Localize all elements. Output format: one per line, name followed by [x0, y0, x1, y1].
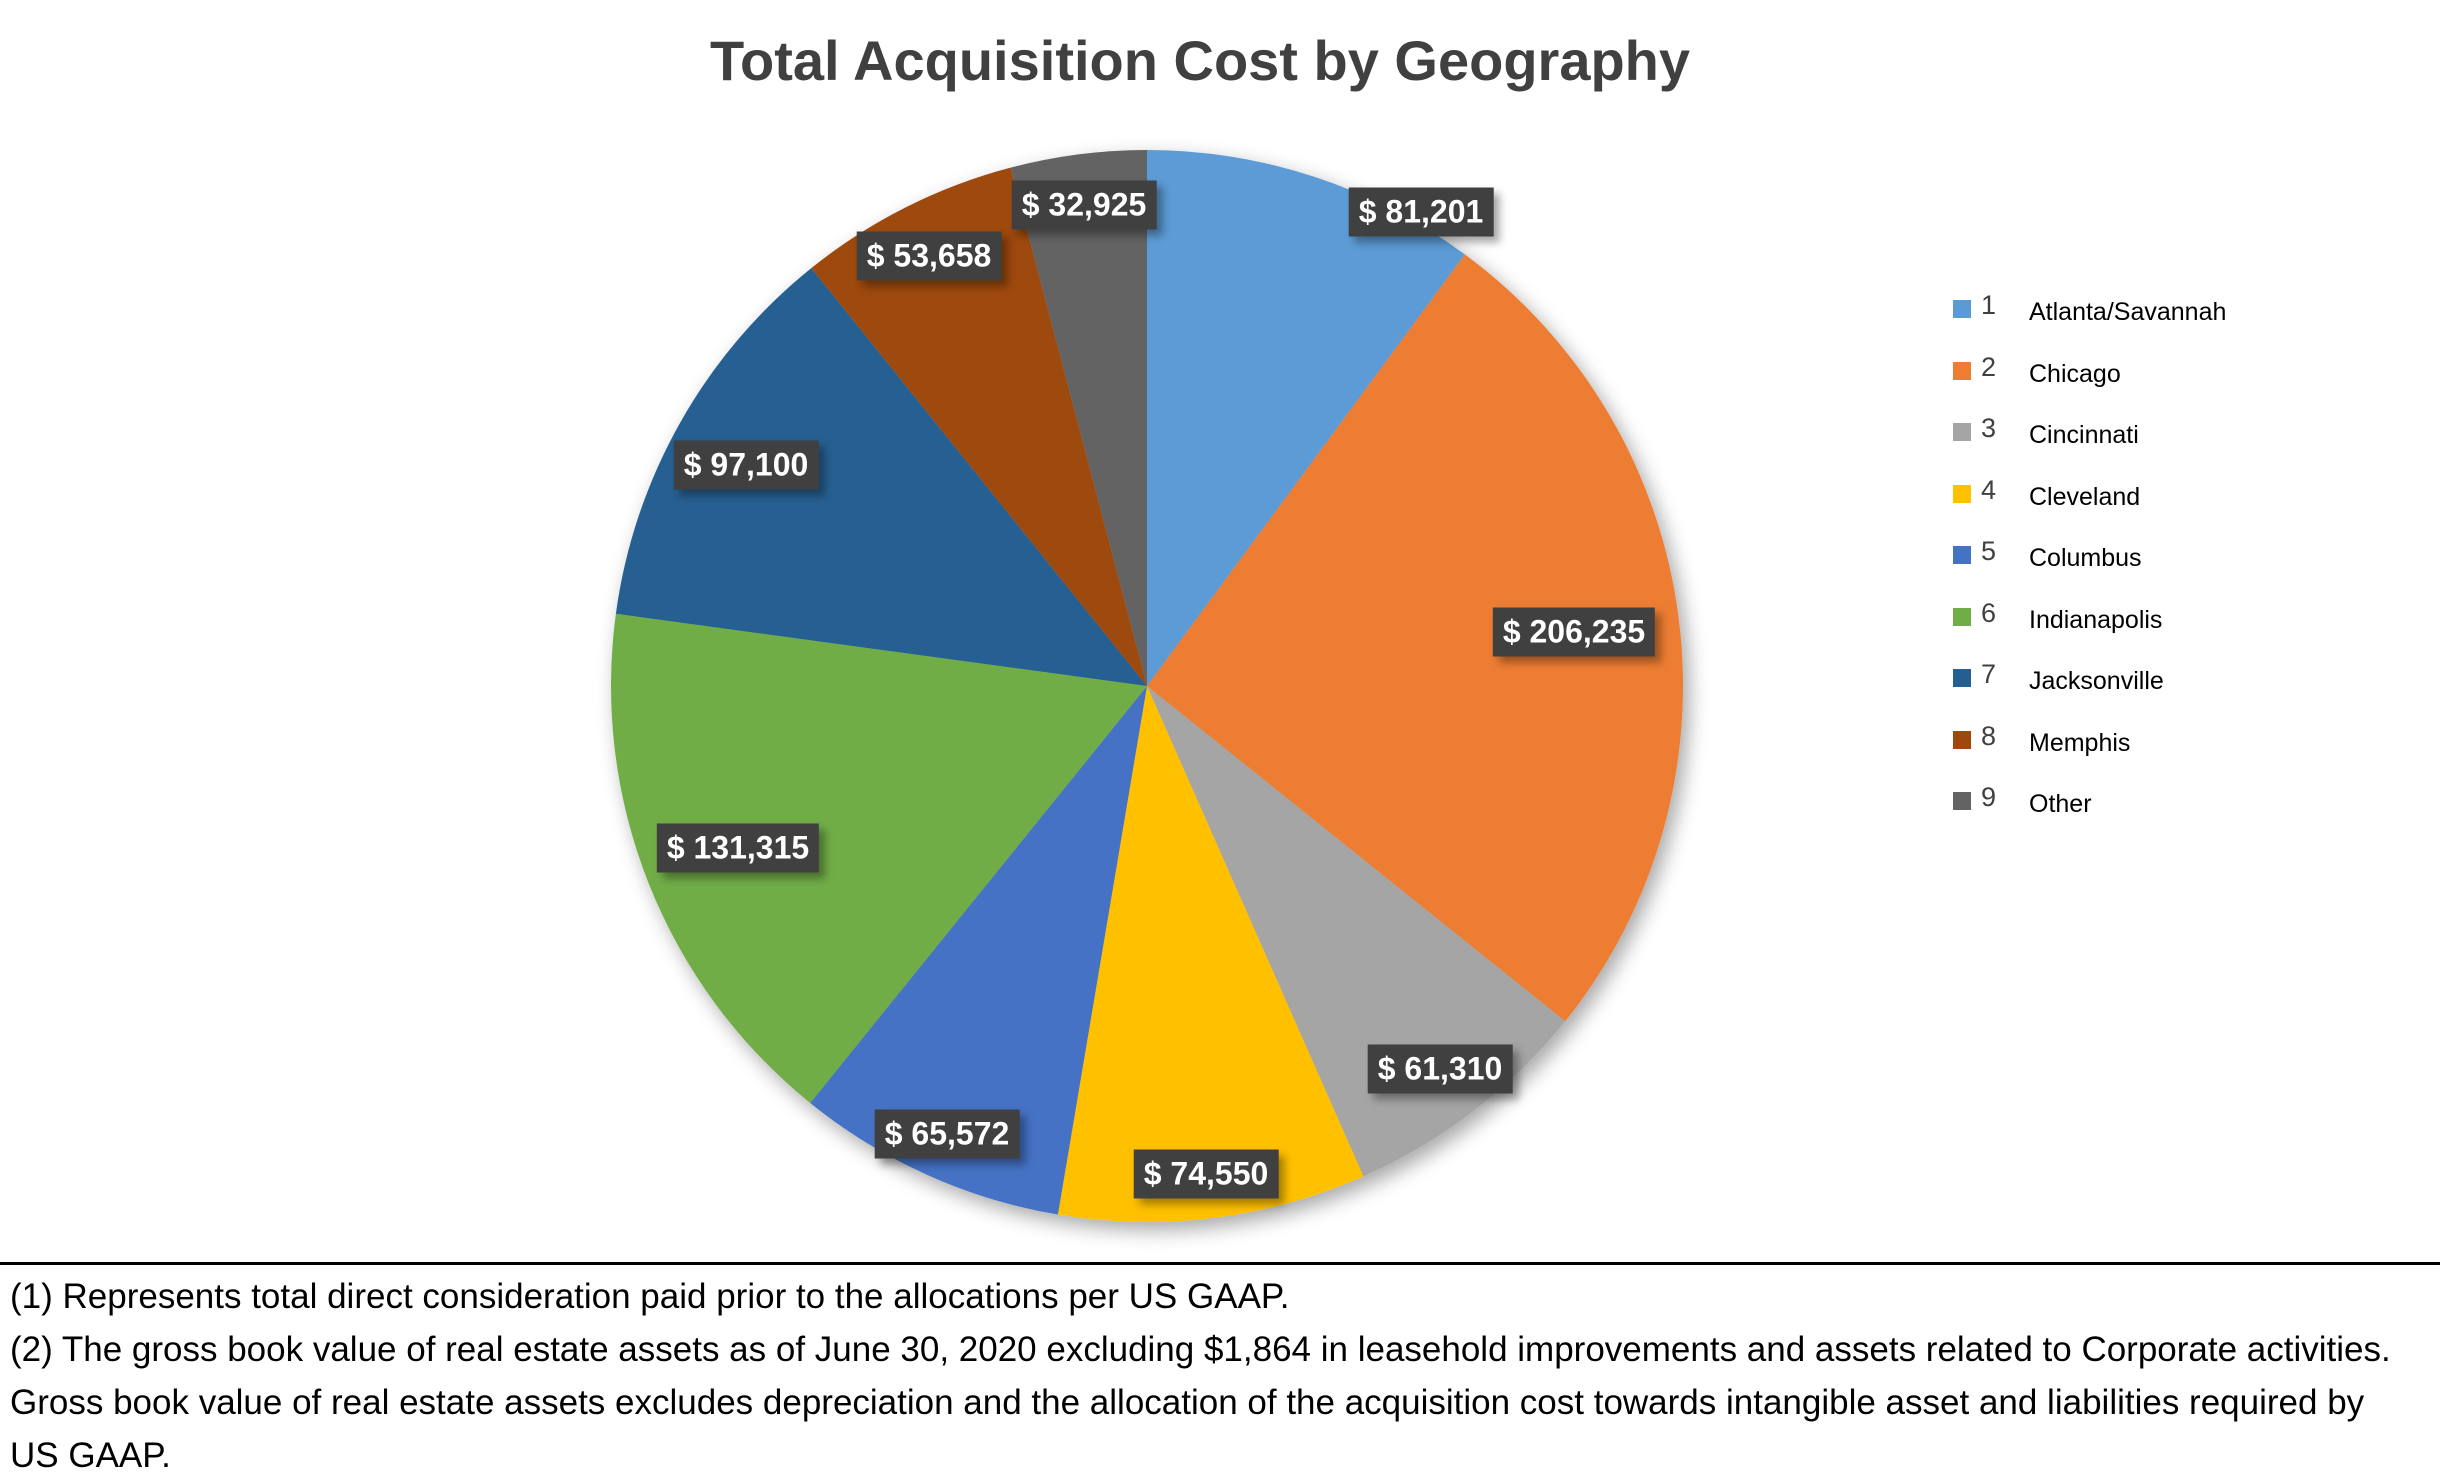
pie-slice-atlanta-savannah [1147, 150, 1465, 686]
legend-swatch [1953, 546, 1971, 564]
pie-slice-memphis [811, 167, 1147, 686]
legend-swatch [1953, 730, 1971, 749]
legend-swatch [1953, 669, 1971, 687]
legend-number: 6 [1981, 597, 1997, 628]
legend-label: Indianapolis [2029, 605, 2163, 634]
data-label: $ 81,201 [1348, 187, 1494, 237]
data-label: $ 65,572 [874, 1109, 1020, 1159]
data-label: $ 97,100 [673, 440, 819, 490]
legend-number: 3 [1981, 413, 1997, 443]
footnote-2: (2) The gross book value of real estate … [10, 1330, 2391, 1475]
footnote-1: (1) Represents total direct consideratio… [10, 1277, 1290, 1316]
data-label: $ 206,235 [1492, 607, 1656, 657]
data-label: $ 74,550 [1133, 1149, 1279, 1199]
pie-slice-indianapolis [611, 613, 1147, 1103]
data-label: $ 131,315 [656, 823, 820, 873]
pie-slice-chicago [1147, 254, 1683, 1022]
pie-slice-other [1010, 150, 1147, 686]
pie-slice-jacksonville [615, 268, 1147, 686]
pie-slice-cleveland [1057, 686, 1364, 1222]
legend-swatch [1953, 423, 1971, 441]
legend-swatch [1953, 361, 1971, 380]
legend-number: 4 [1981, 474, 1997, 505]
data-label: $ 32,925 [1011, 180, 1157, 230]
legend-label: Chicago [2029, 359, 2121, 388]
legend-number: 7 [1981, 659, 1997, 689]
legend-number: 1 [1981, 290, 1997, 320]
data-label: $ 53,658 [856, 231, 1002, 281]
legend-swatch [1953, 607, 1971, 626]
legend-swatch [1953, 300, 1971, 318]
pie-slice-columbus [810, 686, 1147, 1215]
footnote-divider [0, 1262, 2440, 1265]
legend-label: Memphis [2029, 728, 2131, 757]
legend-label: Jacksonville [2029, 667, 2164, 695]
legend-number: 5 [1981, 536, 1997, 566]
legend-label: Cleveland [2029, 482, 2141, 511]
footnotes: (1) Represents total direct consideratio… [10, 1270, 2410, 1482]
legend-number: 2 [1981, 351, 1997, 382]
legend-swatch [1953, 792, 1971, 810]
legend-label: Atlanta/Savannah [2029, 298, 2227, 326]
legend-number: 9 [1981, 782, 1997, 812]
legend-label: Cincinnati [2029, 421, 2139, 449]
legend-label: Other [2029, 790, 2092, 818]
legend-label: Columbus [2029, 544, 2142, 572]
chart-title: Total Acquisition Cost by Geography [709, 29, 1691, 92]
data-label: $ 61,310 [1367, 1044, 1513, 1094]
pie-chart [611, 150, 1683, 1222]
legend-number: 8 [1981, 720, 1997, 751]
legend-swatch [1953, 484, 1971, 503]
